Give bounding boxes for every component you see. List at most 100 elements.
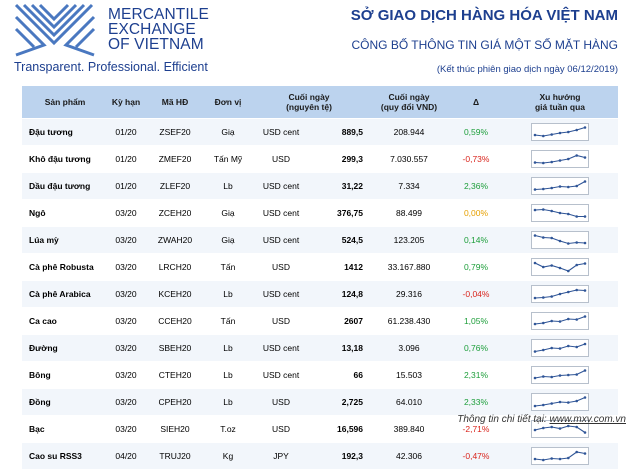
cell-term: 03/20 — [108, 361, 144, 389]
cell-vnd: 64.010 — [368, 388, 450, 416]
cell-close: 2,725 — [312, 388, 368, 416]
cell-close: 2607 — [312, 307, 368, 335]
cell-currency: USD — [250, 253, 312, 281]
cell-term: 03/20 — [108, 388, 144, 416]
cell-change: 2,31% — [450, 361, 502, 389]
cell-product: Ngô — [22, 199, 108, 227]
cell-unit: Lb — [206, 280, 250, 308]
trend-sparkline — [531, 366, 589, 384]
trend-point — [542, 236, 545, 239]
col-header-trend-l1: Xu hướng — [539, 92, 581, 102]
trend-sparkline — [531, 393, 589, 411]
trend-point — [575, 288, 578, 292]
cell-currency: USD cent — [250, 334, 312, 362]
logo-line-2: EXCHANGE — [108, 21, 196, 38]
price-table: Sản phẩm Kỳ hạn Mã HĐ Đơn vị Cuối ngày (n… — [22, 86, 618, 470]
trend-point — [558, 400, 562, 404]
cell-code: SBEH20 — [144, 334, 206, 362]
trend-point — [567, 212, 570, 216]
col-header-unit: Đơn vị — [206, 86, 250, 119]
cell-close: 299,3 — [312, 145, 368, 173]
cell-currency: USD — [250, 307, 312, 335]
trend-sparkline — [531, 339, 589, 357]
cell-trend — [502, 280, 618, 308]
trend-point — [567, 157, 570, 161]
cell-change: 0,14% — [450, 226, 502, 254]
cell-change: 1,05% — [450, 307, 502, 335]
trend-point — [583, 315, 587, 318]
cell-trend — [502, 388, 618, 416]
trend-point — [542, 187, 545, 191]
trend-point — [575, 154, 578, 157]
cell-unit: Tấn Mỹ — [206, 145, 250, 173]
cell-term: 03/20 — [108, 253, 144, 281]
trend-sparkline — [531, 258, 589, 276]
logo-wordmark: MERCANTILE EXCHANGE OF VIETNAM — [108, 7, 209, 53]
cell-currency: USD — [250, 145, 312, 173]
trend-point — [550, 319, 553, 323]
table-row: Đồng 03/20 CPEH20 Lb USD 2,725 64.010 2,33% — [22, 388, 618, 416]
cell-vnd: 3.096 — [368, 334, 450, 362]
cell-code: CTEH20 — [144, 361, 206, 389]
cell-unit: Giạ — [206, 199, 250, 227]
cell-close: 31,22 — [312, 172, 368, 200]
table-row: Ca cao 03/20 CCEH20 Tấn USD 2607 61.238.430 1,0… — [22, 307, 618, 335]
footer-link[interactable]: www.mxv.com.vn — [549, 414, 627, 425]
cell-term: 03/20 — [108, 334, 144, 362]
col-header-close-vnd-l2: (quy đổi VND) — [380, 102, 438, 112]
cell-trend — [502, 226, 618, 254]
trend-point — [583, 241, 587, 245]
trend-point — [533, 350, 537, 353]
cell-vnd: 123.205 — [368, 226, 450, 254]
cell-product: Ca cao — [22, 307, 108, 335]
col-header-term: Kỳ hạn — [108, 86, 144, 119]
trend-point — [558, 320, 562, 323]
trend-point — [558, 239, 562, 243]
table-body: Đậu tương 01/20 ZSEF20 Giạ USD cent 889,5 208.… — [22, 118, 618, 470]
trend-point — [567, 185, 570, 189]
col-header-close-vnd-l1: Cuối ngày — [388, 92, 430, 102]
tagline: Transparent. Professional. Efficient — [14, 60, 208, 74]
trend-point — [558, 211, 562, 215]
cell-currency: USD — [250, 388, 312, 416]
trend-point — [550, 375, 553, 379]
trend-point — [550, 402, 553, 405]
trend-point — [575, 318, 578, 321]
cell-close: 192,3 — [312, 442, 368, 470]
trend-sparkline — [531, 447, 589, 465]
cell-term: 01/20 — [108, 145, 144, 173]
trend-point — [550, 425, 553, 429]
trend-point — [550, 133, 553, 136]
trend-point — [575, 345, 578, 349]
trend-point — [533, 133, 537, 137]
cell-change: -0,47% — [450, 442, 502, 470]
trend-point — [583, 180, 587, 183]
trend-sparkline — [531, 285, 589, 303]
trend-point — [558, 131, 562, 135]
trend-point — [558, 185, 562, 188]
trend-sparkline — [531, 204, 589, 222]
trend-point — [575, 263, 578, 267]
trend-point — [567, 456, 570, 460]
trend-point — [567, 317, 570, 321]
cell-trend — [502, 172, 618, 200]
cell-code: ZMEF20 — [144, 145, 206, 173]
trend-point — [575, 425, 578, 429]
trend-point — [542, 321, 545, 325]
cell-close: 524,5 — [312, 226, 368, 254]
trend-point — [575, 184, 578, 188]
cell-trend — [502, 253, 618, 281]
cell-trend — [502, 307, 618, 335]
trend-point — [542, 348, 545, 352]
trend-point — [583, 431, 587, 434]
cell-close: 13,18 — [312, 334, 368, 362]
cell-vnd: 15.503 — [368, 361, 450, 389]
cell-change: 0,59% — [450, 118, 502, 146]
trend-point — [558, 159, 562, 162]
cell-term: 03/20 — [108, 280, 144, 308]
cell-unit: Lb — [206, 361, 250, 389]
table-row: Cao su RSS3 04/20 TRUJ20 Kg JPY 192,3 42.306 -0… — [22, 442, 618, 470]
trend-point — [550, 236, 553, 240]
col-header-close-l1: Cuối ngày — [288, 92, 330, 102]
cell-term: 03/20 — [108, 226, 144, 254]
